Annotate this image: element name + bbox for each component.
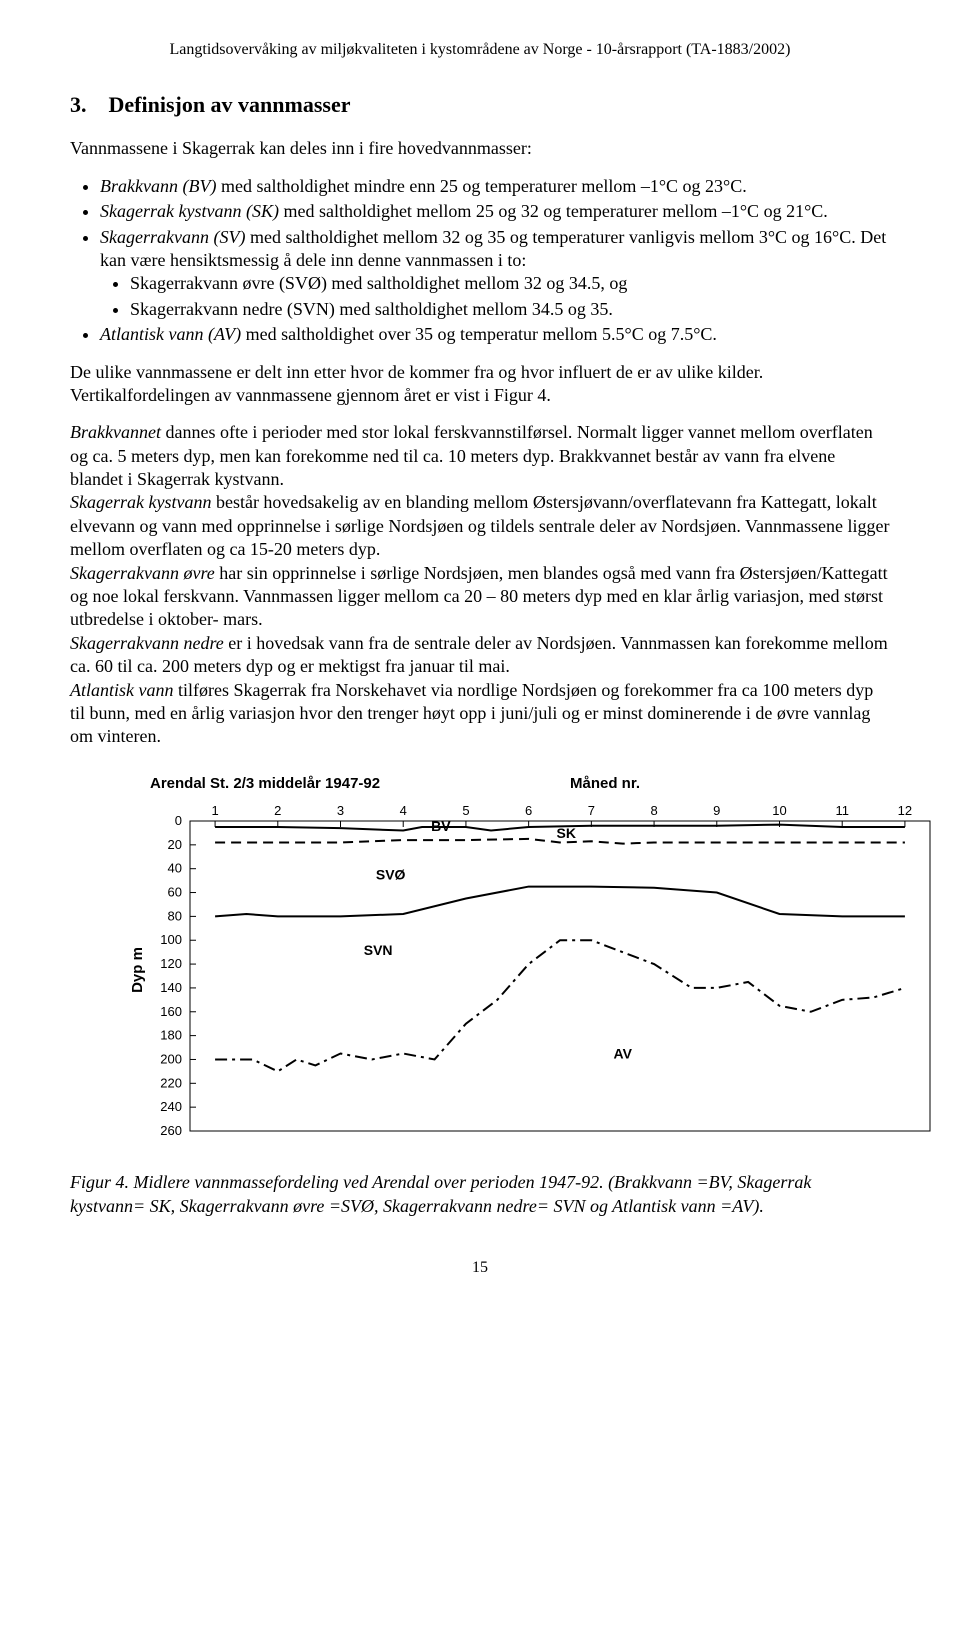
svg-text:12: 12: [898, 803, 912, 818]
svg-text:80: 80: [168, 909, 182, 924]
chart-title: Arendal St. 2/3 middelår 1947-92: [150, 774, 930, 794]
term: Atlantisk vann: [70, 680, 173, 700]
chart-x-label: Måned nr.: [570, 774, 640, 794]
svg-text:20: 20: [168, 837, 182, 852]
term: Brakkvannet: [70, 422, 161, 442]
body-paragraph: Brakkvannet dannes ofte i perioder med s…: [70, 421, 890, 748]
chart-svg: 1234567891011120204060801001201401601802…: [110, 799, 940, 1141]
svg-text:1: 1: [211, 803, 218, 818]
svg-text:10: 10: [772, 803, 786, 818]
svg-text:120: 120: [160, 956, 182, 971]
svg-text:BV: BV: [431, 818, 451, 834]
section-title: Definisjon av vannmasser: [109, 92, 351, 117]
svg-text:0: 0: [175, 813, 182, 828]
body-paragraph: De ulike vannmassene er delt inn etter h…: [70, 361, 890, 408]
svg-text:180: 180: [160, 1028, 182, 1043]
list-item: Brakkvann (BV) med saltholdighet mindre …: [100, 175, 890, 198]
svg-text:SVØ: SVØ: [376, 867, 406, 883]
svg-text:40: 40: [168, 861, 182, 876]
svg-text:160: 160: [160, 1004, 182, 1019]
term-rest: tilføres Skagerrak fra Norskehavet via n…: [70, 680, 873, 747]
section-number: 3.: [70, 92, 87, 117]
term: Skagerrak kystvann: [70, 492, 211, 512]
chart-y-label: Dyp m: [128, 947, 148, 993]
svg-text:SK: SK: [557, 825, 576, 841]
intro-paragraph: Vannmassene i Skagerrak kan deles inn i …: [70, 137, 890, 160]
svg-text:8: 8: [650, 803, 657, 818]
term-rest: med saltholdighet mindre enn 25 og tempe…: [216, 176, 746, 196]
term-rest: med saltholdighet mellom 25 og 32 og tem…: [279, 201, 828, 221]
svg-text:3: 3: [337, 803, 344, 818]
svg-text:2: 2: [274, 803, 281, 818]
term: Skagerrakvann nedre: [70, 633, 224, 653]
definition-list: Brakkvann (BV) med saltholdighet mindre …: [70, 175, 890, 347]
list-item: Atlantisk vann (AV) med saltholdighet ov…: [100, 323, 890, 346]
svg-text:9: 9: [713, 803, 720, 818]
svg-text:7: 7: [588, 803, 595, 818]
section-heading: 3. Definisjon av vannmasser: [70, 91, 890, 120]
term: Brakkvann (BV): [100, 176, 216, 196]
list-item: Skagerrakvann nedre (SVN) med saltholdig…: [130, 298, 890, 321]
svg-text:60: 60: [168, 885, 182, 900]
figure-caption: Figur 4. Midlere vannmassefordeling ved …: [70, 1171, 890, 1218]
term-rest: med saltholdighet over 35 og temperatur …: [241, 324, 717, 344]
page-number: 15: [70, 1258, 890, 1279]
svg-text:100: 100: [160, 932, 182, 947]
svg-text:140: 140: [160, 980, 182, 995]
term: Atlantisk vann (AV): [100, 324, 241, 344]
term: Skagerrakvann øvre: [70, 563, 215, 583]
list-item: Skagerrakvann (SV) med saltholdighet mel…: [100, 226, 890, 322]
list-item: Skagerrakvann øvre (SVØ) med saltholdigh…: [130, 272, 890, 295]
svg-text:6: 6: [525, 803, 532, 818]
svg-text:260: 260: [160, 1123, 182, 1138]
depth-chart: Arendal St. 2/3 middelår 1947-92 Måned n…: [110, 774, 930, 1142]
svg-text:AV: AV: [614, 1046, 633, 1062]
svg-text:4: 4: [400, 803, 407, 818]
svg-text:SVN: SVN: [364, 942, 393, 958]
svg-text:11: 11: [835, 803, 849, 818]
list-item: Skagerrak kystvann (SK) med saltholdighe…: [100, 200, 890, 223]
svg-text:200: 200: [160, 1052, 182, 1067]
term: Skagerrak kystvann (SK): [100, 201, 279, 221]
svg-text:220: 220: [160, 1076, 182, 1091]
svg-text:240: 240: [160, 1099, 182, 1114]
page-header: Langtidsovervåking av miljøkvaliteten i …: [70, 40, 890, 61]
svg-text:5: 5: [462, 803, 469, 818]
term-rest: dannes ofte i perioder med stor lokal fe…: [70, 422, 873, 489]
term: Skagerrakvann (SV): [100, 227, 245, 247]
